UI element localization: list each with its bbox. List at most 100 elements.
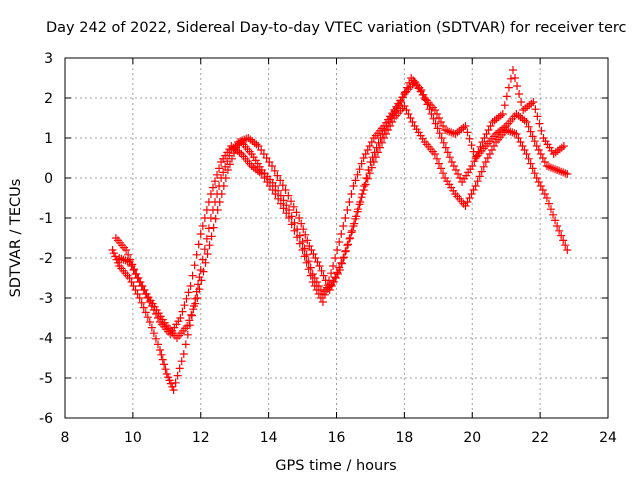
data-point-dense bbox=[489, 142, 498, 150]
data-point-dense bbox=[171, 378, 180, 387]
data-point-dense bbox=[316, 294, 325, 302]
data-point-dense bbox=[551, 148, 560, 157]
data-point bbox=[179, 350, 188, 358]
data-point-dense bbox=[475, 172, 484, 181]
data-point-dense bbox=[303, 236, 312, 245]
data-point-dense bbox=[310, 282, 319, 290]
data-point-dense bbox=[528, 132, 537, 141]
data-point-dense bbox=[429, 114, 438, 123]
data-point-dense bbox=[469, 186, 478, 194]
data-point-dense bbox=[147, 302, 156, 310]
data-point-dense bbox=[367, 138, 376, 146]
data-point bbox=[135, 278, 144, 286]
data-point-dense bbox=[463, 198, 472, 206]
y-tick-label: -2 bbox=[39, 251, 53, 267]
data-point-dense bbox=[129, 266, 138, 274]
series-track-1 bbox=[108, 102, 572, 394]
data-point-dense bbox=[333, 270, 342, 278]
data-point-dense bbox=[358, 190, 367, 198]
data-point-dense bbox=[341, 214, 350, 222]
data-point-dense bbox=[129, 282, 138, 290]
data-point-dense bbox=[313, 258, 322, 266]
data-point-dense bbox=[425, 105, 434, 114]
data-point-dense bbox=[198, 222, 207, 230]
data-point bbox=[186, 282, 195, 290]
data-point bbox=[176, 314, 185, 322]
data-point bbox=[366, 158, 375, 166]
data-point-dense bbox=[441, 143, 450, 152]
data-point-dense bbox=[408, 118, 417, 126]
y-tick-label: -5 bbox=[39, 371, 53, 387]
data-point-dense bbox=[295, 239, 304, 248]
data-point-dense bbox=[312, 286, 321, 294]
data-point-dense bbox=[337, 258, 346, 267]
data-point-dense bbox=[317, 266, 326, 275]
chart-title: Day 242 of 2022, Sidereal Day-to-day VTE… bbox=[46, 20, 627, 36]
data-point bbox=[553, 166, 562, 174]
data-point-dense bbox=[404, 110, 413, 118]
data-point-dense bbox=[538, 154, 547, 162]
data-point-dense bbox=[331, 274, 340, 282]
data-point bbox=[193, 294, 202, 302]
data-point-dense bbox=[153, 314, 162, 322]
data-point-dense bbox=[516, 113, 525, 122]
data-point-dense bbox=[559, 236, 568, 245]
data-point-dense bbox=[431, 119, 440, 128]
data-point bbox=[471, 182, 480, 190]
data-point-dense bbox=[194, 280, 203, 289]
y-tick-label: 3 bbox=[44, 51, 53, 67]
data-point-dense bbox=[119, 255, 128, 264]
data-point-dense bbox=[361, 150, 370, 158]
data-point-dense bbox=[320, 290, 329, 299]
data-point-dense bbox=[537, 126, 546, 135]
data-point-dense bbox=[345, 234, 354, 243]
data-point bbox=[268, 162, 277, 170]
data-point-dense bbox=[355, 165, 364, 174]
data-point-dense bbox=[544, 162, 553, 171]
data-point-dense bbox=[191, 299, 200, 308]
data-point-dense bbox=[187, 310, 196, 319]
data-point-dense bbox=[465, 194, 474, 202]
data-point-dense bbox=[284, 191, 293, 200]
data-point-dense bbox=[250, 138, 259, 147]
data-point-dense bbox=[236, 137, 245, 146]
data-point-dense bbox=[139, 303, 148, 312]
y-tick-label: 2 bbox=[44, 91, 53, 107]
data-point-dense bbox=[526, 159, 535, 168]
data-point-dense bbox=[555, 145, 564, 154]
y-tick-label: -6 bbox=[39, 411, 53, 427]
data-point-dense bbox=[514, 111, 523, 120]
data-point-dense bbox=[459, 123, 468, 132]
data-point bbox=[519, 106, 528, 114]
data-point bbox=[122, 246, 131, 254]
data-point-dense bbox=[304, 257, 313, 266]
data-point-dense bbox=[231, 145, 240, 154]
data-point-dense bbox=[352, 212, 361, 221]
data-point-dense bbox=[137, 282, 146, 290]
data-point bbox=[145, 298, 154, 306]
data-point-dense bbox=[508, 128, 517, 137]
data-point-dense bbox=[439, 122, 448, 130]
data-point-dense bbox=[143, 294, 152, 302]
data-point-dense bbox=[310, 274, 319, 282]
data-point bbox=[206, 190, 215, 198]
data-point-dense bbox=[494, 128, 503, 137]
data-point-dense bbox=[432, 110, 441, 118]
data-point-dense bbox=[327, 282, 336, 290]
data-point-dense bbox=[299, 225, 308, 234]
data-point-dense bbox=[557, 231, 566, 240]
data-point bbox=[156, 346, 165, 354]
data-point-dense bbox=[479, 162, 488, 171]
data-point-dense bbox=[467, 141, 476, 150]
data-point-dense bbox=[282, 209, 291, 218]
data-point-dense bbox=[127, 278, 136, 286]
data-point-dense bbox=[518, 114, 527, 123]
data-point-dense bbox=[139, 286, 148, 294]
data-point-dense bbox=[276, 176, 285, 185]
data-point-dense bbox=[123, 257, 132, 266]
data-point-dense bbox=[433, 124, 442, 133]
data-point bbox=[376, 134, 385, 142]
data-point-dense bbox=[204, 224, 213, 233]
data-point-dense bbox=[248, 137, 257, 146]
data-point-dense bbox=[533, 112, 542, 121]
